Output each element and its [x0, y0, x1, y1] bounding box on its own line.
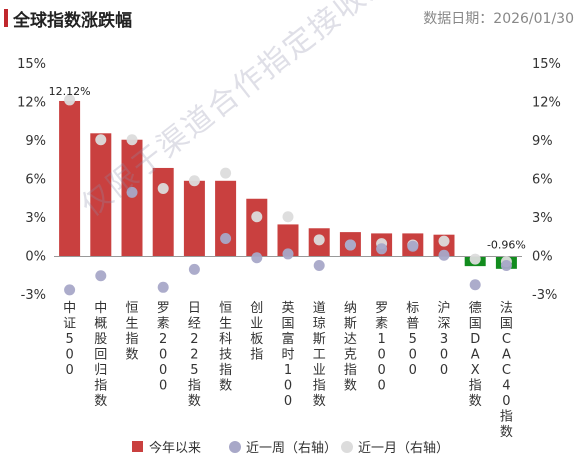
dot-week — [126, 186, 138, 198]
dot-week — [282, 248, 294, 260]
x-category-label: 纳斯达克指数 — [344, 301, 357, 394]
dot-week — [438, 249, 450, 261]
x-category-label: 恒生指数 — [125, 301, 138, 363]
x-category-label: 罗素 1 0 0 0 — [375, 301, 388, 394]
legend-swatch-month — [341, 441, 353, 453]
legend-label: 近一周（右轴） — [246, 441, 337, 456]
dot-month — [64, 94, 76, 106]
data-label: -0.96% — [487, 239, 526, 252]
bar-ytd — [152, 167, 174, 257]
dot-month — [282, 211, 294, 223]
dot-week — [157, 281, 169, 293]
dot-week — [313, 259, 325, 271]
dot-week — [188, 263, 200, 275]
bar-ytd — [277, 224, 299, 257]
y-tick-label-right: 3% — [532, 211, 553, 226]
x-category-label: 中证 5 0 0 — [63, 301, 76, 378]
legend-swatch-ytd — [132, 441, 143, 452]
bar-ytd — [183, 180, 205, 257]
dot-week — [251, 252, 263, 264]
y-tick-label-left: 6% — [25, 173, 46, 188]
title-accent-bar — [4, 9, 8, 27]
dot-week — [469, 279, 481, 291]
dot-month — [313, 234, 325, 246]
dot-week — [64, 284, 76, 296]
y-tick-label-right: 15% — [532, 57, 561, 72]
legend-label: 今年以来 — [149, 440, 201, 456]
x-category-label: 创业板指 — [250, 301, 263, 363]
y-tick-label-right: 9% — [532, 134, 553, 149]
x-category-label: 恒生科技指数 — [219, 301, 232, 394]
chart-title: 全球指数涨跌幅 — [13, 11, 132, 31]
x-category-label: 法国 C A C 4 0 指数 — [500, 301, 513, 440]
dot-week — [407, 240, 419, 252]
y-tick-label-left: 15% — [17, 57, 46, 72]
dot-month — [251, 211, 263, 223]
dot-month — [220, 167, 232, 179]
dot-month — [95, 134, 107, 146]
x-category-label: 英国富时 1 0 0 — [281, 301, 294, 409]
y-tick-label-left: 12% — [17, 96, 46, 111]
y-tick-label-left: 0% — [25, 250, 46, 265]
dot-week — [220, 233, 232, 245]
bar-ytd — [59, 100, 81, 257]
y-tick-label-right: 6% — [532, 173, 553, 188]
bar-ytd — [121, 139, 143, 257]
y-tick-label-left: 9% — [25, 134, 46, 149]
x-category-label: 标普 5 0 0 — [406, 301, 419, 378]
dot-month — [438, 235, 450, 247]
x-category-label: 罗素 2 0 0 0 — [157, 301, 170, 394]
legend-label: 近一月（右轴） — [358, 441, 449, 456]
dot-week — [376, 243, 388, 255]
legend-swatch-week — [229, 441, 241, 453]
x-category-label: 道琼斯工业指数 — [313, 301, 326, 409]
dot-month — [469, 253, 481, 265]
x-category-label: 中概股回归指数 — [94, 301, 107, 409]
dot-week — [344, 239, 356, 251]
x-category-label: 沪深 3 0 0 — [437, 300, 450, 378]
y-tick-label-right: 0% — [532, 250, 553, 265]
data-label: 12.12% — [49, 85, 91, 98]
dot-month — [188, 175, 200, 187]
bar-ytd — [246, 198, 268, 257]
dot-week — [95, 270, 107, 282]
y-tick-label-right: -3% — [532, 288, 557, 303]
x-category-label: 日经 2 2 5 指数 — [188, 301, 201, 409]
bar-ytd — [90, 133, 112, 257]
x-category-label: 德国 D A X 指数 — [469, 301, 482, 409]
bar-ytd — [215, 180, 237, 257]
y-tick-label-right: 12% — [532, 96, 561, 111]
y-tick-label-left: 3% — [25, 211, 46, 226]
dot-month — [157, 182, 169, 194]
data-date: 数据日期：2026/01/30 — [423, 11, 574, 27]
y-tick-label-left: -3% — [21, 288, 46, 303]
dot-month — [126, 134, 138, 146]
dot-week — [500, 259, 512, 271]
chart-header: 全球指数涨跌幅 数据日期：2026/01/30 — [0, 0, 584, 34]
